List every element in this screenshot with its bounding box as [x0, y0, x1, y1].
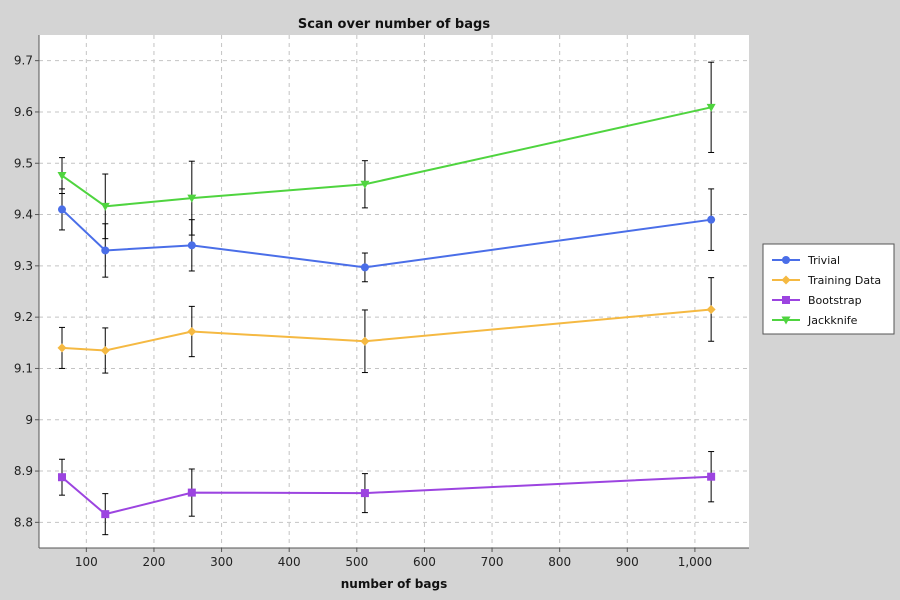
legend-marker-bootstrap: [782, 296, 790, 304]
y-tick-label: 9.4: [14, 208, 33, 222]
x-tick-label: 400: [278, 555, 301, 569]
data-point: [57, 473, 66, 482]
data-point: [187, 488, 196, 497]
data-point: [360, 263, 369, 272]
data-point: [57, 343, 67, 353]
plot-area: [39, 35, 749, 548]
y-tick-label: 9.6: [14, 105, 33, 119]
y-tick-label: 9.7: [14, 54, 33, 68]
data-point: [360, 489, 369, 498]
data-point: [360, 180, 370, 189]
data-point: [101, 510, 110, 519]
legend-marker-trivial: [782, 256, 790, 264]
series-training-data: [57, 277, 716, 374]
legend: Trivial Training Data Bootstrap Jackknife: [762, 243, 895, 335]
x-tick-label: 1,000: [678, 555, 712, 569]
x-tick-label: 900: [616, 555, 639, 569]
data-point: [707, 215, 716, 224]
series-bootstrap: [57, 451, 716, 536]
x-tick-label: 300: [210, 555, 233, 569]
x-tick-label: 500: [345, 555, 368, 569]
x-tick-label: 700: [481, 555, 504, 569]
data-point: [57, 205, 66, 214]
x-tick-label: 200: [142, 555, 165, 569]
legend-label-training-data: Training Data: [807, 274, 881, 287]
data-point: [187, 327, 197, 337]
data-point: [57, 172, 67, 181]
data-point: [187, 241, 196, 250]
series-jackknife: [57, 61, 716, 240]
y-tick-label: 9: [25, 413, 33, 427]
x-tick-label: 600: [413, 555, 436, 569]
data-point: [187, 194, 197, 203]
legend-label-jackknife: Jackknife: [807, 314, 858, 327]
y-tick-label: 9.1: [14, 361, 33, 375]
x-tick-label: 100: [75, 555, 98, 569]
axes: 100 200 300 400 500 600 700 800 900 1,000 8.8 8.9 9 9…: [14, 35, 749, 569]
chart-title: Scan over number of bags: [298, 17, 490, 32]
x-axis-label: number of bags: [341, 577, 447, 591]
y-tick-label: 8.8: [14, 515, 33, 529]
gridlines: [39, 35, 749, 548]
data-point: [360, 336, 370, 346]
x-tick-label: 800: [548, 555, 571, 569]
legend-marker-training-data: [781, 275, 791, 285]
series-layer: [57, 61, 716, 536]
data-point: [100, 202, 110, 211]
data-point: [707, 472, 716, 481]
data-point: [101, 246, 110, 255]
legend-label-bootstrap: Bootstrap: [808, 294, 862, 307]
y-tick-label: 9.2: [14, 310, 33, 324]
y-tick-label: 9.5: [14, 156, 33, 170]
y-tick-label: 8.9: [14, 464, 33, 478]
data-point: [100, 345, 110, 355]
legend-label-trivial: Trivial: [807, 254, 840, 267]
data-point: [706, 304, 716, 314]
y-tick-label: 9.3: [14, 259, 33, 273]
data-point: [706, 103, 716, 112]
legend-marker-jackknife: [781, 316, 791, 325]
